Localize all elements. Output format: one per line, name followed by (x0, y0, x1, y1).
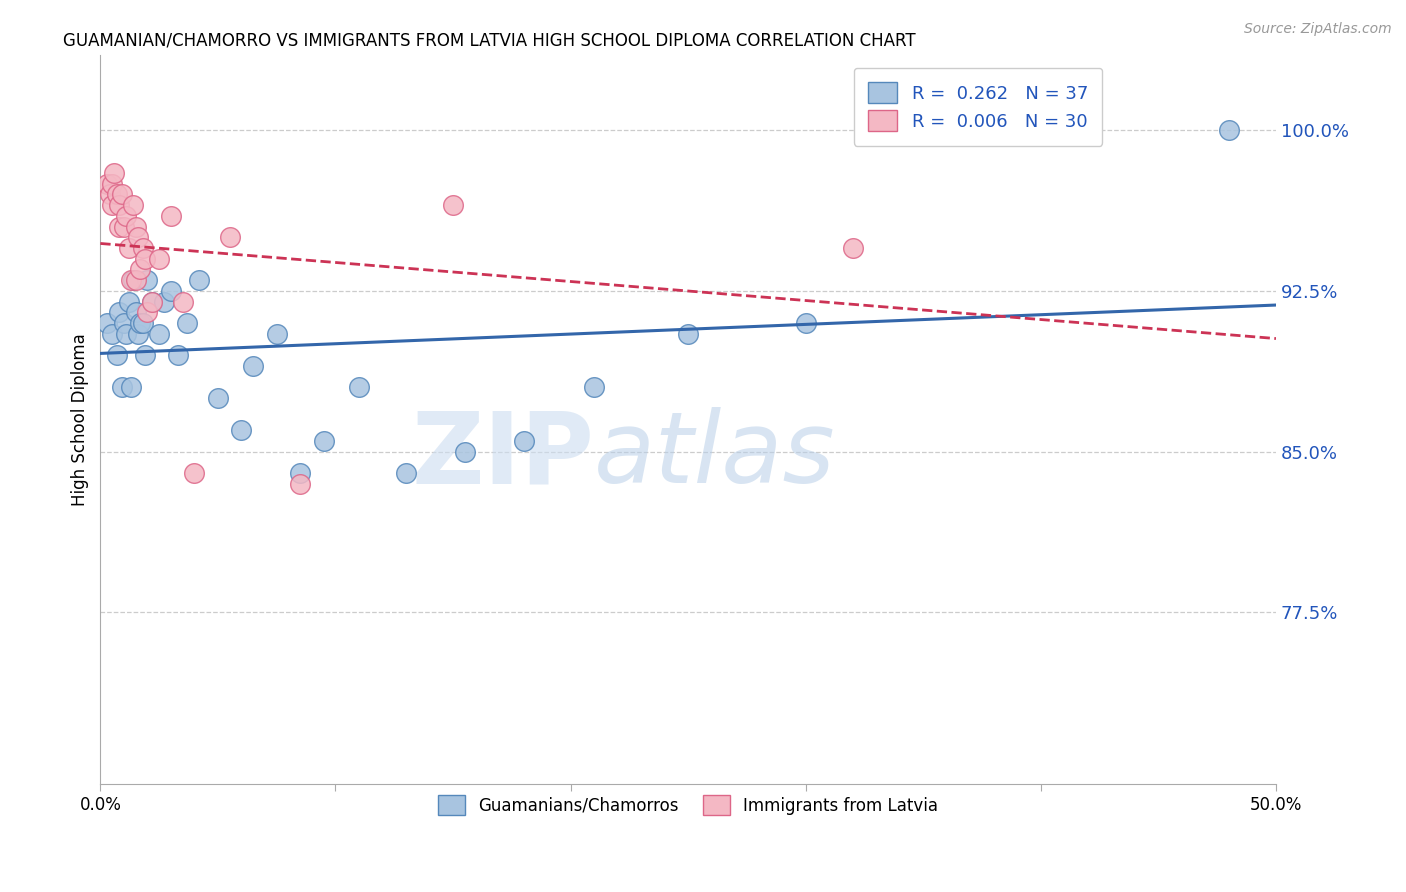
Point (105, 348, 128, 362)
Point (108, 219, 131, 234)
Y-axis label: High School Diploma: High School Diploma (72, 333, 89, 506)
Point (124, 305, 146, 319)
Point (512, 434, 534, 448)
Point (141, 294, 163, 309)
Point (101, 326, 124, 341)
Point (842, 241, 865, 255)
Point (96, 316, 118, 330)
Point (131, 316, 153, 330)
Point (218, 230, 240, 244)
Point (117, 294, 139, 309)
Point (103, 166, 125, 180)
Point (124, 273, 146, 287)
Point (124, 219, 146, 234)
Point (105, 187, 128, 202)
Point (188, 273, 211, 287)
Point (115, 209, 138, 223)
Text: atlas: atlas (595, 408, 835, 504)
Point (122, 198, 145, 212)
Text: ZIP: ZIP (411, 408, 595, 504)
Point (183, 466, 205, 480)
Point (98, 187, 121, 202)
Point (115, 326, 138, 341)
Point (127, 230, 149, 244)
Point (112, 316, 135, 330)
Point (110, 380, 132, 394)
Point (110, 187, 132, 202)
Point (112, 219, 135, 234)
Point (120, 273, 142, 287)
Point (122, 273, 145, 287)
Point (290, 466, 312, 480)
Point (129, 316, 152, 330)
Point (207, 391, 229, 405)
Point (266, 326, 288, 341)
Point (117, 241, 139, 255)
Point (454, 444, 477, 458)
Point (347, 380, 370, 394)
Point (129, 262, 152, 277)
Point (148, 252, 170, 266)
Legend: Guamanians/Chamorros, Immigrants from Latvia: Guamanians/Chamorros, Immigrants from La… (426, 784, 950, 826)
Point (134, 252, 156, 266)
Point (148, 326, 170, 341)
Point (312, 434, 335, 448)
Point (134, 348, 156, 362)
Point (96, 177, 118, 191)
Text: Source: ZipAtlas.com: Source: ZipAtlas.com (1244, 22, 1392, 37)
Point (101, 177, 124, 191)
Point (794, 316, 817, 330)
Point (395, 466, 418, 480)
Point (676, 326, 699, 341)
Point (242, 359, 264, 373)
Point (290, 476, 312, 491)
Point (231, 423, 253, 437)
Point (160, 284, 183, 298)
Point (153, 294, 176, 309)
Point (136, 273, 159, 287)
Point (120, 380, 142, 394)
Point (441, 198, 464, 212)
Text: GUAMANIAN/CHAMORRO VS IMMIGRANTS FROM LATVIA HIGH SCHOOL DIPLOMA CORRELATION CHA: GUAMANIAN/CHAMORRO VS IMMIGRANTS FROM LA… (63, 31, 915, 49)
Point (127, 326, 149, 341)
Point (160, 209, 183, 223)
Point (167, 348, 190, 362)
Point (172, 294, 194, 309)
Point (141, 294, 163, 309)
Point (101, 198, 124, 212)
Point (583, 380, 606, 394)
Point (136, 305, 159, 319)
Point (1218, 123, 1240, 137)
Point (176, 316, 198, 330)
Point (108, 305, 131, 319)
Point (131, 241, 153, 255)
Point (108, 198, 131, 212)
